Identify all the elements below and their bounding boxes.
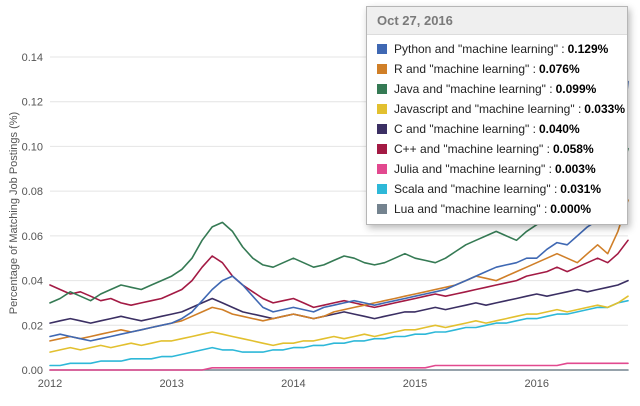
x-tick-label: 2012: [38, 378, 62, 390]
legend-row: Lua and "machine learning" : 0.000%: [367, 199, 627, 219]
x-tick-label: 2015: [403, 378, 427, 390]
series-color-swatch: [377, 124, 387, 134]
series-label: Java and "machine learning" :: [394, 82, 553, 96]
series-line-python: [49, 80, 629, 342]
series-color-swatch: [377, 204, 387, 214]
series-color-swatch: [377, 164, 387, 174]
series-line-c++: [49, 239, 629, 309]
x-tick-label: 2013: [159, 378, 183, 390]
legend-row: Julia and "machine learning" : 0.003%: [367, 159, 627, 179]
x-tick-label: 2014: [281, 378, 305, 390]
series-label: C++ and "machine learning" :: [394, 142, 550, 156]
tooltip: Oct 27, 2016 Python and "machine learnin…: [366, 6, 628, 225]
series-color-swatch: [377, 44, 387, 54]
series-color-swatch: [377, 84, 387, 94]
legend-row: Scala and "machine learning" : 0.031%: [367, 179, 627, 199]
legend-row: R and "machine learning" : 0.076%: [367, 59, 627, 79]
legend-row: Python and "machine learning" : 0.129%: [367, 39, 627, 59]
series-value: 0.000%: [550, 202, 591, 216]
legend-row: C and "machine learning" : 0.040%: [367, 119, 627, 139]
series-label: Javascript and "machine learning" :: [394, 102, 582, 116]
series-value: 0.040%: [538, 122, 580, 136]
series-label: Scala and "machine learning" :: [394, 182, 558, 196]
series-value: 0.099%: [555, 82, 597, 96]
series-line-javascript: [49, 295, 629, 353]
series-label: Julia and "machine learning" :: [394, 162, 552, 176]
series-value: 0.003%: [554, 162, 596, 176]
y-tick-label: 0.12: [22, 97, 43, 109]
series-color-swatch: [377, 64, 387, 74]
series-color-swatch: [377, 104, 387, 114]
y-tick-label: 0.00: [22, 365, 43, 377]
series-value: 0.031%: [560, 182, 601, 196]
y-axis-title: Percentage of Matching Job Postings (%): [8, 111, 20, 315]
series-label: C and "machine learning" :: [394, 122, 536, 136]
y-tick-label: 0.14: [22, 52, 43, 64]
y-tick-label: 0.10: [22, 141, 43, 153]
y-tick-label: 0.04: [22, 276, 43, 288]
y-tick-label: 0.02: [22, 320, 43, 332]
series-label: Python and "machine learning" :: [394, 42, 565, 56]
series-color-swatch: [377, 144, 387, 154]
series-line-julia: [49, 362, 629, 371]
legend-row: C++ and "machine learning" : 0.058%: [367, 139, 627, 159]
series-color-swatch: [377, 184, 387, 194]
series-line-scala: [49, 299, 629, 367]
legend-row: Java and "machine learning" : 0.099%: [367, 79, 627, 99]
y-tick-label: 0.06: [22, 231, 43, 243]
series-value: 0.076%: [538, 62, 580, 76]
x-tick-label: 2016: [524, 378, 548, 390]
series-value: 0.058%: [552, 142, 594, 156]
series-value: 0.033%: [584, 102, 625, 116]
legend-row: Javascript and "machine learning" : 0.03…: [367, 99, 627, 119]
y-tick-label: 0.08: [22, 186, 43, 198]
series-line-java: [49, 147, 629, 304]
series-line-c: [49, 279, 629, 324]
series-label: R and "machine learning" :: [394, 62, 536, 76]
tooltip-rows: Python and "machine learning" : 0.129% R …: [367, 35, 627, 224]
series-label: Lua and "machine learning" :: [394, 202, 548, 216]
tooltip-date: Oct 27, 2016: [367, 7, 627, 35]
series-value: 0.129%: [567, 42, 609, 56]
